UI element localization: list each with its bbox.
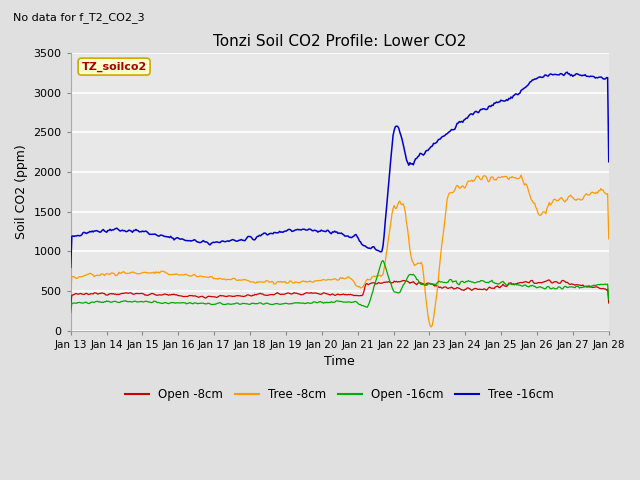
Title: Tonzi Soil CO2 Profile: Lower CO2: Tonzi Soil CO2 Profile: Lower CO2 [213,34,467,49]
Legend: Open -8cm, Tree -8cm, Open -16cm, Tree -16cm: Open -8cm, Tree -8cm, Open -16cm, Tree -… [120,384,559,406]
Text: No data for f_T2_CO2_3: No data for f_T2_CO2_3 [13,12,145,23]
Y-axis label: Soil CO2 (ppm): Soil CO2 (ppm) [15,144,28,239]
X-axis label: Time: Time [324,355,355,368]
Text: TZ_soilco2: TZ_soilco2 [81,61,147,72]
